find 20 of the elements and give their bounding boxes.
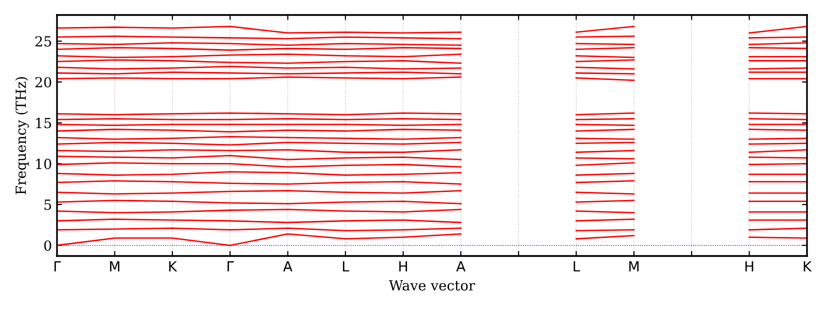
x-tick-label: Γ [54,261,61,272]
x-tick-label: M [110,261,120,272]
y-tick-label: 20 [35,76,52,88]
x-tick-label: A [456,261,466,272]
x-tick-label: L [342,261,350,272]
x-tick-label: Γ [228,261,234,272]
x-tick-label: M [629,261,639,272]
x-tick-label: K [804,261,812,272]
x-axis-title: Wave vector [388,280,476,291]
x-tick-label: H [745,261,754,272]
x-tick-label: K [169,261,178,272]
y-tick-label: 10 [36,158,52,170]
y-tick-label: 25 [35,36,52,47]
x-tick-label: A [283,261,292,272]
y-tick-label: 0 [44,240,52,251]
y-tick-label: 5 [44,200,52,210]
y-axis-title: Frequency (THz) [15,77,29,194]
y-tick-label: 15 [36,118,52,128]
x-tick-label: H [399,261,408,272]
x-tick-label: L [574,261,580,272]
